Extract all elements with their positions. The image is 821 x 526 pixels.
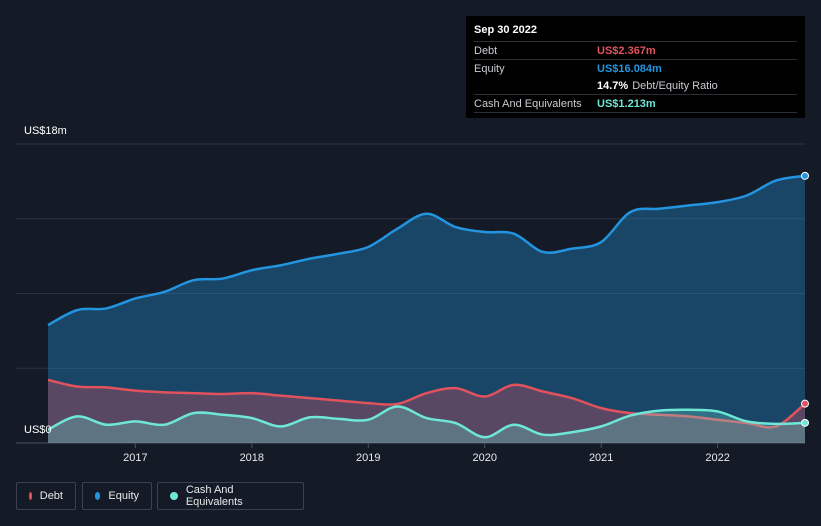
legend-cash-label: Cash And Equivalents: [185, 484, 243, 508]
legend-item-equity[interactable]: Equity: [82, 482, 152, 510]
tooltip-row-debt: Debt US$2.367m: [474, 41, 797, 59]
tooltip-debt-value: US$2.367m: [597, 44, 656, 57]
debt-series-area: [48, 379, 805, 443]
tooltip-panel: Sep 30 2022 Debt US$2.367m Equity US$16.…: [466, 16, 805, 118]
equity-legend-dot-icon: [95, 492, 101, 500]
debt-endpoint-marker: [801, 399, 809, 408]
equity-series-area: [48, 175, 805, 443]
x-tick-label: 2021: [589, 452, 613, 464]
cash-legend-dot-icon: [170, 492, 178, 500]
tooltip-equity-value: US$16.084m: [597, 62, 662, 75]
cash-series-line: [47, 405, 806, 439]
legend-equity-label: Equity: [108, 490, 139, 502]
tooltip-ratio-value: 14.7%: [597, 79, 629, 92]
legend-item-debt[interactable]: Debt: [16, 482, 76, 510]
x-tick-label: 2017: [123, 452, 147, 464]
tooltip-ratio-label: Debt/Equity Ratio: [632, 79, 718, 92]
cash-series-area: [48, 406, 805, 443]
legend-debt-label: Debt: [39, 490, 63, 502]
tooltip-cash-label: Cash And Equivalents: [474, 97, 582, 110]
equity-series-line: [47, 174, 806, 327]
tooltip-row-equity: Equity US$16.084m: [474, 59, 797, 77]
equity-endpoint-marker: [801, 171, 809, 180]
tooltip-date: Sep 30 2022: [474, 24, 537, 36]
tooltip-row-cash: Cash And Equivalents US$1.213m: [474, 94, 797, 113]
cash-endpoint-marker: [801, 418, 809, 427]
tooltip-row-ratio: 14.7% Debt/Equity Ratio: [474, 77, 797, 94]
grid-layer: [16, 143, 805, 444]
x-tick-label: 2018: [240, 452, 264, 464]
y-axis-top-label: US$18m: [24, 125, 67, 137]
debt-series-line: [47, 378, 806, 429]
debt-legend-dot-icon: [29, 492, 32, 500]
series-endpoints: [801, 171, 809, 427]
x-axis-ticks: 2017 2018 2019 2020 2021 2022: [123, 443, 730, 464]
series-layer: [47, 174, 806, 443]
tooltip-equity-label: Equity: [474, 62, 505, 75]
x-tick-label: 2020: [472, 452, 496, 464]
tooltip-cash-value: US$1.213m: [597, 97, 656, 110]
x-tick-label: 2022: [705, 452, 729, 464]
y-axis-bottom-label: US$0: [24, 424, 52, 436]
legend-item-cash[interactable]: Cash And Equivalents: [157, 482, 304, 510]
tooltip-debt-label: Debt: [474, 44, 498, 57]
x-tick-label: 2019: [356, 452, 380, 464]
